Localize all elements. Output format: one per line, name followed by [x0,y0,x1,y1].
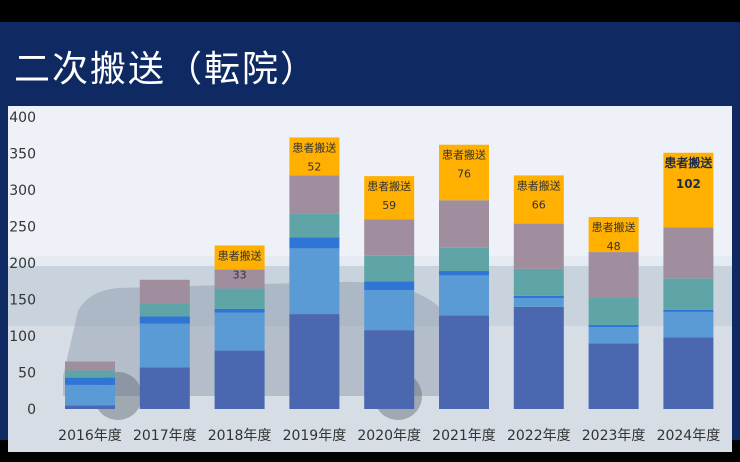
bar-segment [289,248,340,315]
bar-segment [588,252,639,299]
data-label-value: 48 [607,240,621,253]
x-tick-label: 2019年度 [283,428,347,444]
x-tick-label: 2016年度 [58,428,122,444]
bar-segment [513,175,564,224]
bar-segment [513,295,564,299]
bar-segment [65,384,115,406]
bar-segment [65,405,115,409]
bar-segment [364,290,415,331]
bar-segment [289,137,340,176]
data-label-value: 76 [457,168,471,181]
data-label-name: 患者搬送 [292,140,336,154]
bars: 患者搬送 33 患者搬送 52 患者搬送 59 患者搬送 76 患者搬送 66 患者搬送 48 患者搬送… [65,137,714,409]
bar-segment [663,227,714,279]
x-tick-label: 2023年度 [582,428,646,444]
bar-segment [513,268,564,296]
bar-segment [289,213,340,238]
bar-segment [588,298,639,326]
bar-segment [439,247,489,272]
y-tick-label: 300 [9,183,36,199]
y-tick-label: 100 [9,329,36,345]
bar-segment [364,281,415,291]
y-axis: 0 50 100 150 200 250 300 350 400 [9,110,36,418]
x-axis: 2016年度 2017年度 2018年度 2019年度 2020年度 2021年度 2022… [58,428,720,444]
bar-segment [439,315,489,409]
bar-segment [289,175,340,214]
bar-segment [289,314,340,409]
y-tick-label: 150 [9,293,36,309]
bar-segment [65,361,115,371]
bar-segment [588,327,639,344]
data-label-name: 患者搬送 [664,155,713,170]
y-tick-label: 0 [27,402,36,418]
bar-segment [439,144,489,201]
data-label-value: 33 [233,268,247,281]
x-tick-label: 2021年度 [432,428,496,444]
bar-segment [513,223,564,269]
data-label-name: 患者搬送 [442,148,486,162]
y-tick-label: 250 [9,220,36,236]
bar-segment [663,309,714,312]
bar-segment [214,312,265,351]
bar-segment [364,176,415,220]
x-tick-label: 2017年度 [133,428,197,444]
slide-title: 二次搬送（転院） [14,49,319,90]
bar-segment [439,271,489,276]
bar-segment [289,237,340,249]
bar-segment [663,337,714,409]
bar-segment [139,303,190,317]
data-label-name: 患者搬送 [218,248,262,262]
data-label-value: 102 [676,177,701,191]
bar-segment [139,279,190,304]
bar-segment [439,200,489,248]
bar-segment [65,370,115,378]
bar-segment [439,275,489,316]
bar-segment [214,308,265,313]
data-label-name: 患者搬送 [367,179,411,193]
bar-segment [663,152,714,228]
y-tick-label: 400 [9,110,36,126]
bar-segment [139,367,190,409]
bar-segment [588,217,639,253]
bar-segment [588,325,639,328]
bar-segment [214,288,265,309]
bar-segment [139,316,190,324]
bar-segment [214,269,265,289]
data-label-name: 患者搬送 [517,178,561,192]
bar-segment [139,323,190,368]
y-tick-label: 50 [18,366,36,382]
bar-segment [513,306,564,409]
slide: 二次搬送（転院） 0 50 100 150 200 250 300 350 400 患者搬送 33… [0,22,740,452]
data-label-value: 66 [532,198,546,211]
bar-segment [364,219,415,256]
bar-segment [65,377,115,385]
y-tick-label: 200 [9,256,36,272]
data-label-value: 59 [382,199,396,212]
y-tick-label: 350 [9,147,36,163]
bar-segment [513,298,564,307]
bar-segment [663,278,714,310]
bar-segment [364,255,415,282]
chart-panel: 0 50 100 150 200 250 300 350 400 患者搬送 33 患者搬送 52 患者搬… [8,106,732,452]
data-label-value: 52 [307,160,321,173]
x-tick-label: 2024年度 [657,428,721,444]
x-tick-label: 2018年度 [208,428,272,444]
bar-segment [214,350,265,409]
bar-segment [663,311,714,338]
bar-segment [588,343,639,409]
bar-segment [364,330,415,409]
x-tick-label: 2022年度 [507,428,571,444]
x-tick-label: 2020年度 [357,428,421,444]
bar-segment [214,245,265,270]
data-label-name: 患者搬送 [592,220,636,234]
